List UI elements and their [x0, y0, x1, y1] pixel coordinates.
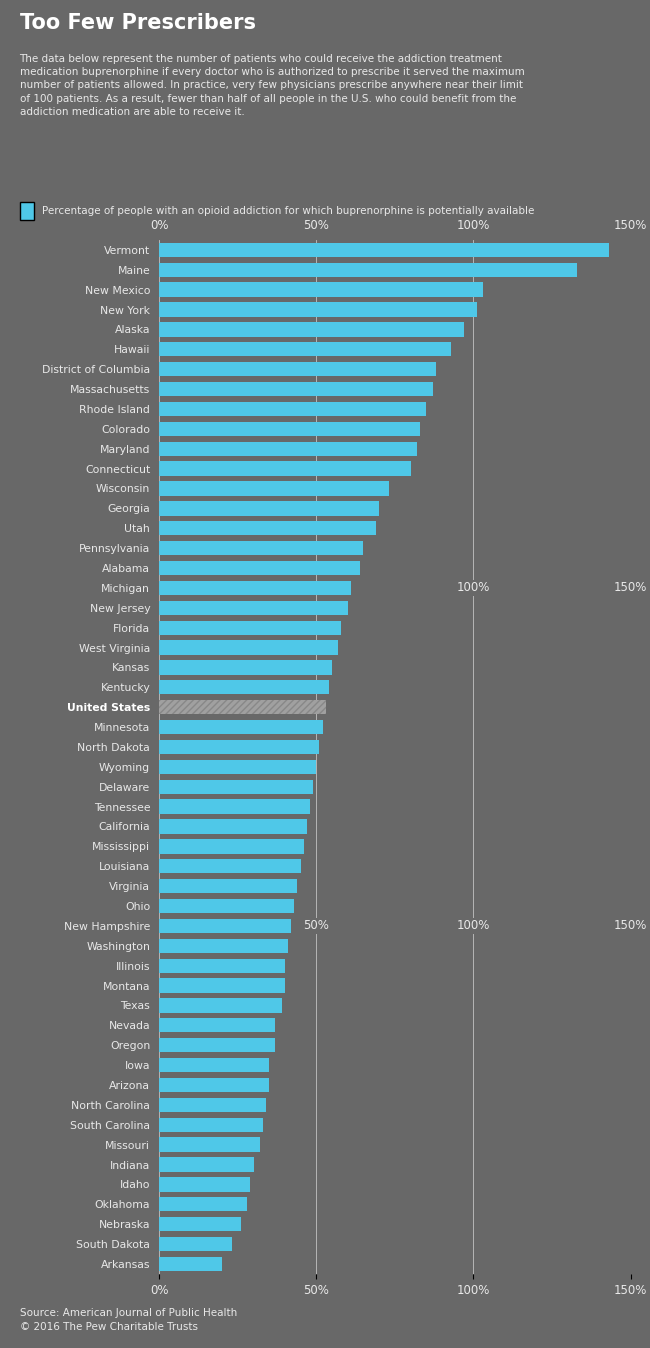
Text: The data below represent the number of patients who could receive the addiction : The data below represent the number of p…	[20, 54, 525, 117]
Bar	[159, 461, 411, 476]
Bar	[159, 1197, 247, 1212]
Text: Percentage of people with an opioid addiction for which buprenorphine is potenti: Percentage of people with an opioid addi…	[42, 206, 534, 216]
Bar	[159, 522, 376, 535]
Bar	[159, 700, 326, 714]
Bar	[159, 661, 332, 674]
Bar	[159, 1217, 241, 1231]
Bar	[159, 899, 294, 913]
Bar	[159, 779, 313, 794]
Bar	[159, 501, 379, 515]
Bar	[159, 999, 282, 1012]
Bar	[159, 1256, 222, 1271]
Bar	[159, 302, 476, 317]
Bar	[159, 760, 317, 774]
Bar	[159, 1237, 231, 1251]
Bar	[159, 1138, 260, 1151]
Bar	[159, 243, 608, 257]
Bar	[159, 381, 433, 396]
Bar	[159, 561, 360, 576]
Bar	[159, 938, 288, 953]
Bar	[159, 820, 307, 833]
Text: 150%: 150%	[614, 581, 647, 594]
Bar	[159, 620, 341, 635]
Bar	[159, 402, 426, 417]
Bar	[159, 322, 464, 337]
Bar	[159, 342, 451, 356]
Bar	[159, 422, 420, 435]
Bar	[159, 601, 348, 615]
Bar	[159, 640, 339, 655]
Text: 100%: 100%	[457, 581, 490, 594]
Text: Too Few Prescribers: Too Few Prescribers	[20, 13, 255, 34]
Bar	[159, 919, 291, 933]
Bar	[159, 581, 351, 594]
Bar	[159, 720, 322, 735]
Bar	[159, 1038, 276, 1053]
Bar	[159, 1177, 250, 1192]
Bar	[159, 283, 483, 297]
Bar	[159, 681, 329, 694]
Text: 50%: 50%	[304, 919, 330, 933]
Bar	[159, 263, 577, 276]
Bar	[159, 740, 320, 754]
Bar	[159, 481, 389, 496]
Bar	[159, 1097, 266, 1112]
Bar	[159, 840, 304, 853]
Bar	[159, 1158, 254, 1171]
Text: 100%: 100%	[457, 919, 490, 933]
Bar	[159, 1117, 263, 1132]
Bar	[159, 1058, 269, 1072]
Bar	[159, 1078, 269, 1092]
Bar	[159, 958, 285, 973]
Bar	[159, 799, 310, 814]
Text: Source: American Journal of Public Health
© 2016 The Pew Charitable Trusts: Source: American Journal of Public Healt…	[20, 1308, 237, 1332]
Bar	[159, 442, 417, 456]
Bar	[159, 1018, 276, 1033]
Bar	[159, 541, 363, 555]
Text: 150%: 150%	[614, 919, 647, 933]
Bar	[159, 363, 436, 376]
Bar	[159, 859, 300, 874]
Bar	[159, 700, 326, 714]
Bar	[159, 979, 285, 992]
Bar	[159, 879, 298, 894]
